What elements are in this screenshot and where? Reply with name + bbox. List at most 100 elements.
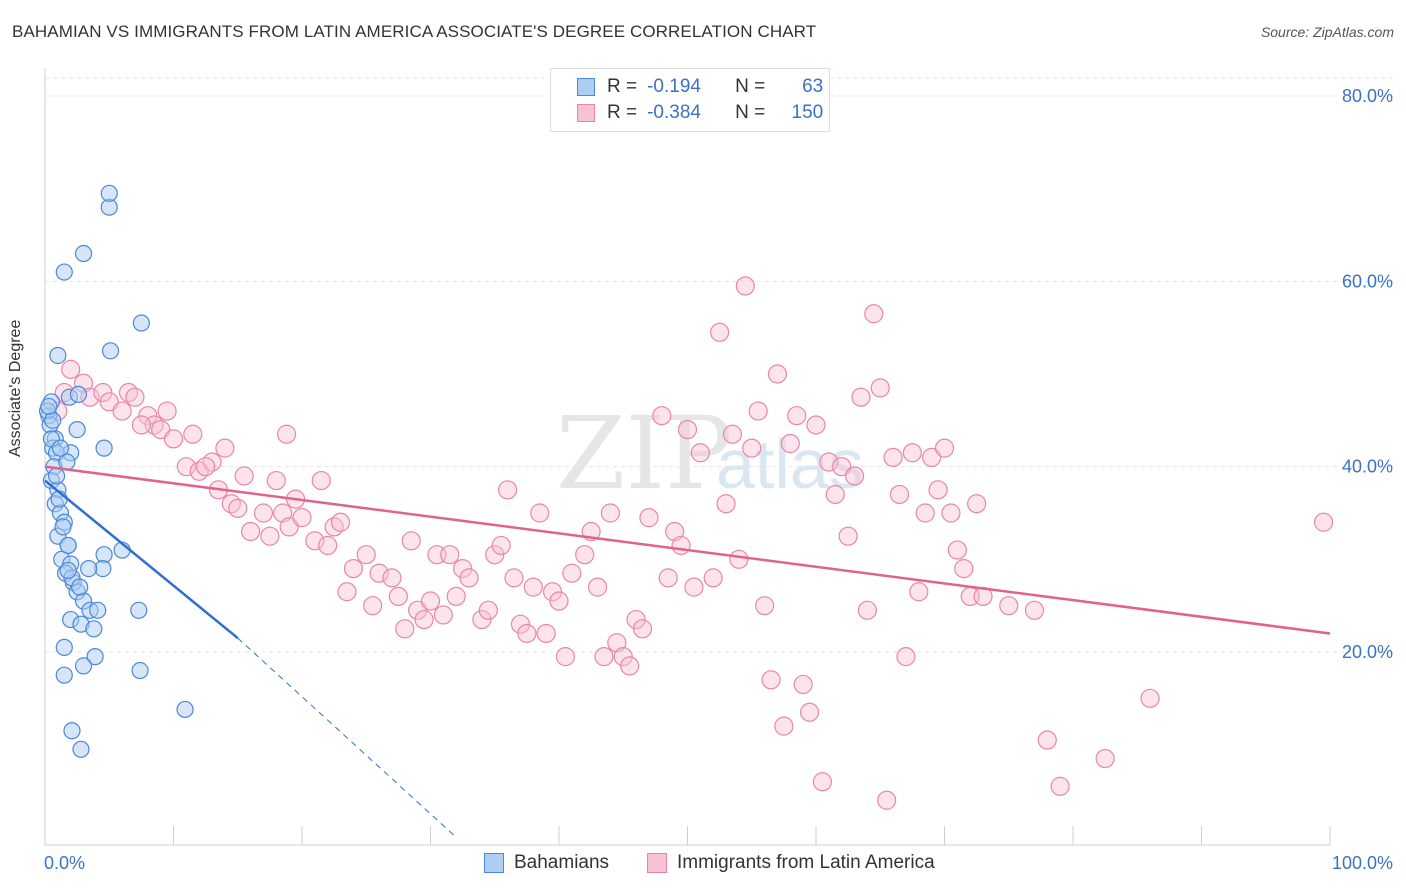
data-point-latin-america (806, 415, 826, 435)
data-point-latin-america (857, 600, 878, 620)
data-point-bahamians (74, 244, 93, 263)
y-axis-label: Associate's Degree (7, 319, 24, 457)
data-point-latin-america (228, 498, 248, 518)
data-point-latin-america (626, 609, 646, 630)
data-point-latin-america (1024, 600, 1045, 620)
data-point-latin-america (774, 716, 794, 736)
data-point-latin-america (787, 406, 807, 426)
data-point-bahamians (130, 601, 148, 619)
data-point-latin-america (459, 568, 479, 588)
legend-swatch-pink (577, 104, 595, 122)
data-point-latin-america (819, 452, 839, 472)
data-point-latin-america (703, 568, 723, 588)
data-point-latin-america (954, 558, 974, 579)
data-point-latin-america (382, 568, 402, 588)
data-point-latin-america (793, 674, 813, 695)
data-point-latin-america (600, 503, 621, 523)
data-point-latin-america (941, 503, 961, 523)
data-point-latin-america (305, 531, 325, 551)
data-point-latin-america (812, 772, 833, 792)
data-point-latin-america (934, 438, 955, 458)
data-point-latin-america (536, 623, 556, 644)
data-point-latin-america (639, 508, 659, 528)
trend-lines (44, 465, 1331, 838)
data-point-latin-america (825, 484, 845, 505)
data-point-latin-america (967, 494, 987, 514)
source-credit: Source: ZipAtlas.com (1260, 24, 1394, 40)
data-point-latin-america (363, 596, 383, 616)
data-point-latin-america (176, 457, 196, 477)
data-point-latin-america (395, 619, 415, 639)
data-point-latin-america (138, 406, 158, 426)
data-point-latin-america (260, 526, 280, 546)
data-point-latin-america (478, 600, 498, 620)
x-tick-label: 100.0% (1332, 853, 1393, 873)
data-point-latin-america (498, 480, 518, 500)
series-legend-bahamians: Bahamians (484, 852, 609, 874)
data-point-latin-america (722, 424, 743, 444)
data-point-latin-america (542, 582, 563, 602)
legend-n-label: N = (735, 76, 766, 97)
data-point-latin-america (510, 614, 531, 634)
data-point-latin-america (632, 619, 653, 639)
data-point-latin-america (864, 304, 884, 324)
data-point-latin-america (658, 568, 678, 588)
data-point-latin-america (742, 438, 762, 458)
data-point-latin-america (234, 466, 254, 486)
data-point-latin-america (276, 424, 297, 444)
data-point-latin-america (388, 586, 408, 607)
data-point-latin-america (1095, 748, 1115, 769)
data-point-latin-america (112, 401, 132, 421)
data-point-latin-america (620, 656, 640, 676)
data-point-bahamians (100, 184, 118, 202)
data-point-bahamians (40, 397, 58, 416)
data-point-latin-america (311, 470, 331, 491)
data-point-latin-america (947, 540, 967, 560)
data-point-latin-america (196, 457, 216, 477)
data-point-latin-america (151, 420, 171, 440)
data-point-bahamians (47, 467, 66, 485)
data-point-latin-america (241, 521, 261, 542)
data-point-latin-america (504, 568, 524, 588)
pink-points (48, 276, 1334, 810)
data-point-latin-america (575, 545, 595, 565)
data-point-latin-america (420, 591, 441, 611)
data-point-latin-america (562, 563, 582, 583)
data-point-latin-america (690, 443, 710, 463)
data-point-bahamians (74, 657, 93, 675)
legend-row-bahamians: R = -0.194 N = 63 (551, 74, 823, 100)
data-point-latin-america (754, 596, 775, 616)
data-point-latin-america (453, 558, 473, 579)
data-point-latin-america (433, 605, 453, 625)
data-point-latin-america (613, 647, 633, 667)
data-point-latin-america (896, 647, 916, 667)
gridlines (45, 77, 1395, 653)
data-point-bahamians (59, 536, 77, 555)
data-point-latin-america (1313, 512, 1334, 532)
axes (44, 68, 1331, 846)
data-point-latin-america (1037, 730, 1057, 750)
data-point-bahamians (101, 342, 120, 360)
data-point-bahamians (132, 314, 150, 332)
data-point-latin-america (1050, 776, 1070, 796)
trend-line-bahamians-extension (237, 637, 457, 838)
data-point-latin-america (279, 517, 299, 537)
data-point-latin-america (710, 322, 730, 342)
data-point-latin-america (530, 503, 550, 523)
series-legend: Bahamians Immigrants from Latin America (0, 852, 1406, 876)
data-point-latin-america (832, 457, 852, 477)
data-point-latin-america (401, 531, 421, 551)
blue-points (38, 184, 194, 758)
x-tick-label: 0.0% (44, 853, 85, 873)
data-point-latin-america (414, 609, 434, 630)
series-swatch-pink (647, 853, 667, 873)
legend-n-value: 150 (791, 102, 824, 123)
data-point-latin-america (356, 545, 376, 565)
data-point-latin-america (915, 503, 935, 523)
data-point-bahamians (95, 439, 113, 457)
data-point-latin-america (61, 359, 81, 379)
data-point-bahamians (51, 439, 70, 457)
data-point-latin-america (748, 401, 768, 421)
data-point-latin-america (716, 494, 736, 514)
data-point-bahamians (85, 620, 103, 638)
